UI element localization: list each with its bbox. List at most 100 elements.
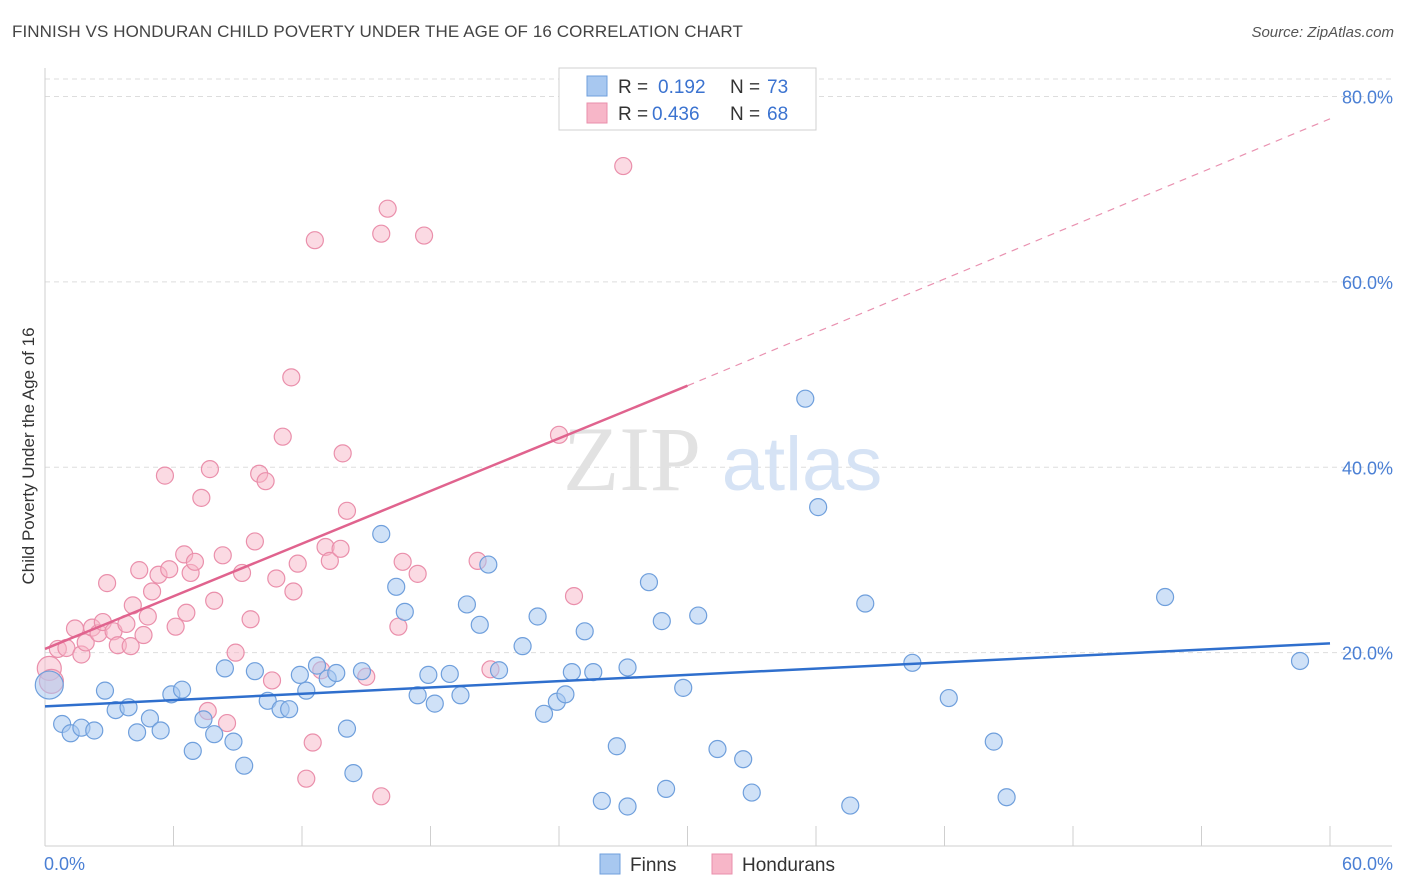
finns-point-43 xyxy=(513,637,532,656)
finns-point-22 xyxy=(280,700,299,719)
finns-point-30 xyxy=(352,662,372,681)
hondurans-point-22 xyxy=(166,617,185,636)
hondurans-point-58 xyxy=(393,552,412,571)
hondurans-point-36 xyxy=(245,532,264,551)
finns-point-72 xyxy=(1290,651,1310,671)
finns-points xyxy=(34,389,1310,816)
finns-point-47 xyxy=(556,685,575,704)
finns-point-24 xyxy=(297,681,316,700)
hondurans-point-54 xyxy=(372,224,391,243)
finns-point-37 xyxy=(440,664,459,684)
y-axis-title: Child Poverty Under the Age of 16 xyxy=(19,327,38,584)
bottom-legend-finns-swatch xyxy=(599,853,621,875)
finns-point-56 xyxy=(652,612,671,631)
bottom-legend-hond-swatch xyxy=(711,853,733,875)
finns-trend-line xyxy=(44,642,1331,708)
finns-point-32 xyxy=(387,577,406,596)
hondurans-point-51 xyxy=(333,444,352,463)
finns-point-45 xyxy=(534,704,554,723)
legend-r-label-1: R = xyxy=(618,104,648,125)
hondurans-point-59 xyxy=(408,564,427,583)
axes xyxy=(44,68,1392,847)
watermark-zip: ZIP xyxy=(563,408,701,510)
finns-point-25 xyxy=(307,656,327,675)
hondurans-trend-extension xyxy=(687,118,1331,387)
finns-point-5 xyxy=(95,681,115,700)
hondurans-point-24 xyxy=(177,603,196,622)
finns-point-49 xyxy=(575,622,594,641)
y-tick-label-0: 20.0% xyxy=(1342,644,1393,664)
hondurans-point-43 xyxy=(288,554,307,573)
finns-point-70 xyxy=(997,788,1016,807)
hondurans-point-39 xyxy=(267,569,286,588)
finns-point-55 xyxy=(639,573,659,592)
hondurans-point-67 xyxy=(262,671,282,690)
hondurans-point-64 xyxy=(564,586,584,606)
finns-point-35 xyxy=(419,665,438,684)
hondurans-point-50 xyxy=(331,539,350,558)
finns-point-12 xyxy=(172,680,192,699)
x-tick-label-0: 0.0% xyxy=(44,854,85,874)
finns-point-44 xyxy=(528,607,547,626)
hondurans-point-9 xyxy=(98,574,117,593)
finns-point-9 xyxy=(140,709,160,728)
hondurans-point-46 xyxy=(305,231,324,250)
bottom-legend-finns-label: Finns xyxy=(630,855,676,876)
legend-r-label-0: R = xyxy=(618,77,648,98)
finns-point-18 xyxy=(235,756,254,775)
hondurans-point-42 xyxy=(284,582,303,601)
source-label: Source: ZipAtlas.com xyxy=(1251,24,1394,41)
finns-point-8 xyxy=(127,723,147,742)
legend-r-value-1: 0.436 xyxy=(652,104,700,125)
hondurans-point-26 xyxy=(185,552,205,571)
finns-point-59 xyxy=(689,606,708,625)
hondurans-point-38 xyxy=(256,472,275,491)
finns-point-48 xyxy=(562,662,581,682)
finns-point-71 xyxy=(1155,587,1175,607)
finns-point-57 xyxy=(656,779,676,798)
finns-point-62 xyxy=(742,783,761,802)
hondurans-point-16 xyxy=(134,625,153,645)
finns-point-33 xyxy=(395,602,414,621)
finns-point-58 xyxy=(674,678,693,697)
finns-point-61 xyxy=(734,750,753,769)
legend-n-label-1: N = xyxy=(730,104,760,125)
y-tick-label-2: 60.0% xyxy=(1342,273,1393,293)
legend-hond-swatch xyxy=(586,102,608,124)
hondurans-point-52 xyxy=(337,501,357,520)
finns-point-34 xyxy=(408,686,427,705)
hondurans-point-65 xyxy=(614,156,633,176)
finns-point-52 xyxy=(607,737,626,756)
hondurans-point-41 xyxy=(282,368,301,387)
hondurans-point-55 xyxy=(372,787,391,806)
hondurans-point-45 xyxy=(297,769,316,788)
hondurans-point-60 xyxy=(414,226,434,245)
watermark-atlas: atlas xyxy=(722,422,883,507)
finns-point-66 xyxy=(856,594,875,613)
finns-point-65 xyxy=(841,796,860,815)
hondurans-point-15 xyxy=(130,561,149,580)
finns-point-68 xyxy=(939,688,958,708)
finns-point-69 xyxy=(984,732,1003,751)
finns-point-64 xyxy=(809,498,828,517)
finns-point-40 xyxy=(470,615,489,634)
finns-point-16 xyxy=(215,659,234,678)
finns-point-39 xyxy=(457,595,477,614)
finns-point-13 xyxy=(183,741,202,760)
hondurans-point-18 xyxy=(142,582,162,601)
legend-n-value-0: 73 xyxy=(767,77,788,98)
finns-point-41 xyxy=(479,555,498,574)
finns-point-42 xyxy=(489,661,509,680)
hondurans-point-33 xyxy=(226,643,245,662)
finns-point-15 xyxy=(205,725,224,744)
hondurans-point-44 xyxy=(303,733,322,752)
legend-finns-swatch xyxy=(586,75,608,97)
finns-point-10 xyxy=(151,721,170,740)
finns-point-19 xyxy=(245,662,264,681)
legend: R = 0.192 N = 73 R = 0.436 N = 68 xyxy=(558,67,817,131)
finns-point-36 xyxy=(425,694,444,713)
trend-lines xyxy=(44,118,1331,708)
y-tick-label-1: 40.0% xyxy=(1342,458,1393,478)
x-tick-labels: 0.0% 60.0% xyxy=(44,854,1393,874)
